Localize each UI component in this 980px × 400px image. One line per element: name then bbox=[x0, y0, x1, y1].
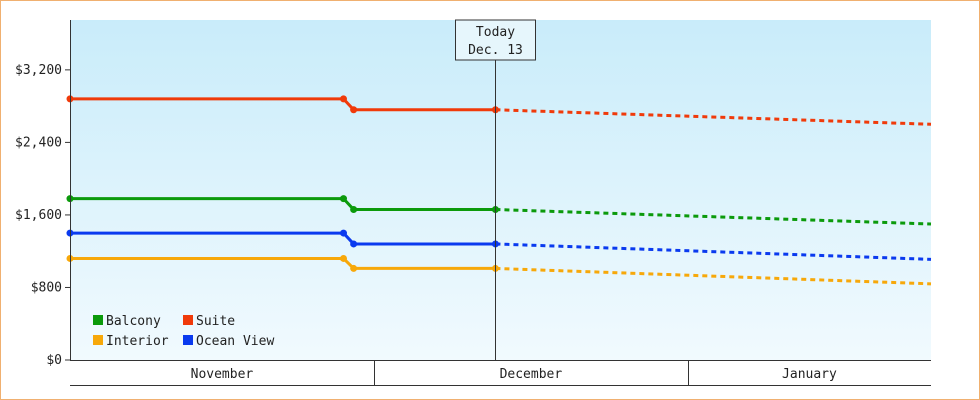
data-point[interactable] bbox=[350, 240, 358, 248]
y-tick-label: $2,400 bbox=[15, 135, 62, 150]
y-tick-label: $800 bbox=[31, 280, 62, 295]
series-line-forecast bbox=[495, 266, 932, 286]
legend-label: Balcony bbox=[106, 314, 161, 329]
series-line-forecast bbox=[495, 108, 932, 126]
legend-label: Interior bbox=[106, 334, 169, 349]
series-suite bbox=[66, 95, 932, 126]
data-point[interactable] bbox=[350, 106, 358, 114]
legend-swatch bbox=[93, 335, 103, 345]
today-label: Today bbox=[476, 25, 515, 40]
data-point[interactable] bbox=[339, 95, 347, 103]
today-callout: Today Dec. 13 bbox=[455, 19, 536, 61]
legend-swatch bbox=[183, 335, 193, 345]
legend-label: Ocean View bbox=[196, 334, 274, 349]
data-point[interactable] bbox=[339, 195, 347, 203]
month-label: January bbox=[782, 367, 837, 382]
legend-swatch bbox=[93, 315, 103, 325]
series-line-actual bbox=[70, 97, 496, 112]
series-line-forecast bbox=[495, 242, 932, 261]
month-band: November December January bbox=[70, 361, 931, 386]
legend: Balcony Suite Interior Ocean View bbox=[93, 314, 274, 349]
month-label: December bbox=[500, 367, 563, 382]
y-tick-label: $0 bbox=[46, 353, 62, 368]
legend-label: Suite bbox=[196, 314, 235, 329]
y-tick-label: $3,200 bbox=[15, 63, 62, 78]
today-date: Dec. 13 bbox=[468, 43, 523, 58]
series-balcony bbox=[66, 195, 932, 226]
series-line-actual bbox=[70, 231, 496, 246]
y-tick-label: $1,600 bbox=[15, 208, 62, 223]
series-line-forecast bbox=[495, 207, 932, 226]
data-point[interactable] bbox=[339, 229, 347, 237]
data-point[interactable] bbox=[339, 254, 347, 262]
series-ocean-view bbox=[66, 229, 932, 261]
plot-background bbox=[70, 20, 931, 360]
series-line-actual bbox=[70, 197, 496, 211]
data-point[interactable] bbox=[350, 205, 358, 213]
data-point[interactable] bbox=[350, 264, 358, 272]
month-label: November bbox=[191, 367, 254, 382]
series-line-actual bbox=[70, 256, 496, 270]
legend-swatch bbox=[183, 315, 193, 325]
